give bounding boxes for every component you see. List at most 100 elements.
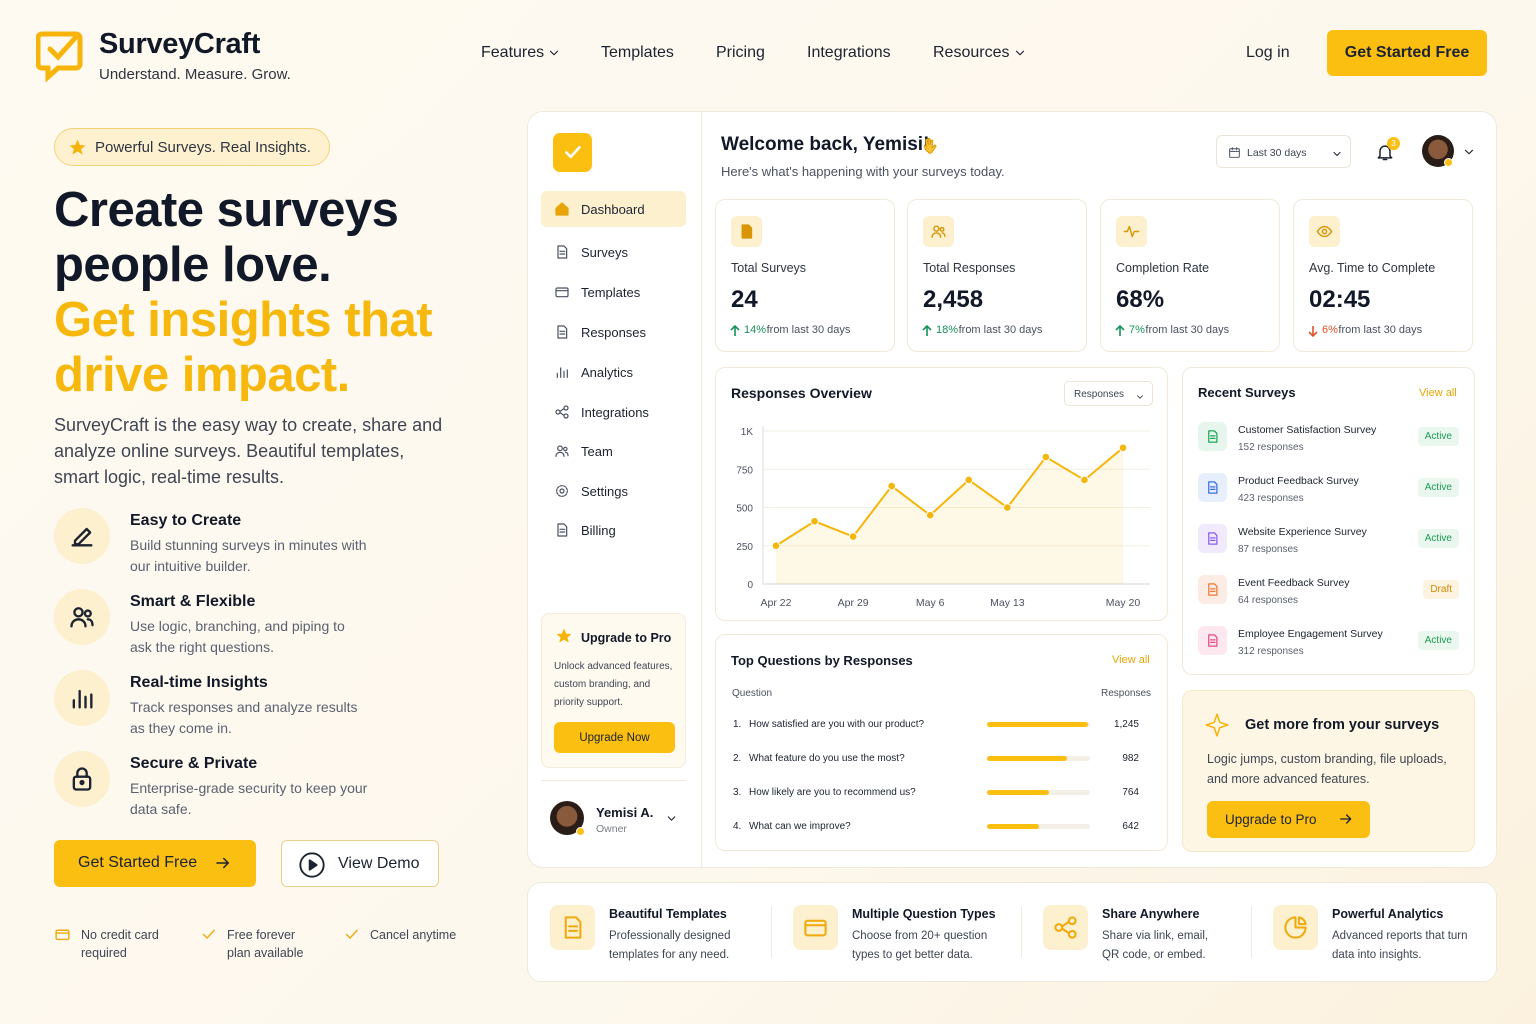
survey-name[interactable]: Website Experience Survey bbox=[1238, 526, 1367, 538]
menu-item[interactable]: Settings bbox=[581, 484, 628, 499]
icon-part bbox=[83, 609, 92, 618]
survey-status: Active bbox=[1417, 529, 1459, 548]
icon-part bbox=[555, 287, 569, 298]
feature-icon-circle bbox=[54, 589, 110, 645]
icon-part bbox=[308, 859, 318, 871]
icon-part bbox=[71, 527, 93, 547]
nav-link[interactable]: Integrations bbox=[807, 44, 891, 61]
icon-part bbox=[730, 324, 740, 336]
chart-selector[interactable]: Responses bbox=[1064, 381, 1153, 406]
question-text: How satisfied are you with our product? bbox=[749, 719, 925, 730]
survey-name[interactable]: Event Feedback Survey bbox=[1238, 577, 1350, 589]
icon-part bbox=[1333, 152, 1341, 156]
icon-part bbox=[939, 226, 945, 232]
chart-selector-text: Responses bbox=[1074, 389, 1125, 400]
icon-part bbox=[1340, 814, 1352, 824]
promo-button[interactable]: Upgrade to Pro bbox=[1207, 801, 1370, 838]
icon-part bbox=[741, 224, 753, 239]
question-rank: 1. bbox=[733, 719, 742, 730]
icon-part bbox=[1316, 225, 1333, 238]
icon-part bbox=[72, 775, 92, 791]
survey-name[interactable]: Product Feedback Survey bbox=[1238, 475, 1359, 487]
nav-link[interactable]: Resources bbox=[933, 44, 1010, 61]
nav-cta-button[interactable]: Get Started Free bbox=[1327, 30, 1487, 76]
icon-part bbox=[555, 202, 569, 216]
stat-label: Total Surveys bbox=[731, 261, 807, 275]
stat-value: 2,458 bbox=[923, 286, 984, 313]
icon bbox=[554, 284, 570, 300]
primary-button[interactable]: Get Started Free bbox=[54, 840, 256, 887]
stat-card: Avg. Time to Complete 02:45 6% from last 30… bbox=[1293, 199, 1473, 352]
icon-part bbox=[559, 528, 566, 533]
date-select[interactable]: Last 30 days bbox=[1216, 135, 1351, 168]
icon-part bbox=[1210, 435, 1216, 439]
question-bar bbox=[987, 824, 1040, 829]
icon-part bbox=[559, 330, 566, 335]
icon-part bbox=[1205, 713, 1229, 737]
icon-part bbox=[1210, 588, 1216, 592]
icon-part bbox=[1137, 395, 1143, 399]
highlight-title: Powerful Analytics bbox=[1332, 907, 1444, 921]
feature-title: Secure & Private bbox=[130, 755, 258, 772]
icon bbox=[559, 914, 586, 941]
menu-item[interactable]: Integrations bbox=[581, 405, 649, 420]
nav-link[interactable]: Templates bbox=[601, 44, 674, 61]
icon bbox=[1135, 389, 1145, 399]
survey-status: Active bbox=[1417, 427, 1459, 446]
menu-item[interactable]: Surveys bbox=[581, 245, 628, 260]
icon-part bbox=[1208, 430, 1218, 443]
menu-item[interactable]: Billing bbox=[581, 523, 616, 538]
secondary-button[interactable]: View Demo bbox=[281, 840, 439, 887]
menu-item[interactable]: Dashboard bbox=[581, 202, 645, 217]
stat-icon-box bbox=[1116, 216, 1147, 247]
trend-arrow bbox=[1114, 324, 1126, 336]
icon bbox=[738, 223, 755, 240]
survey-responses: 312 responses bbox=[1238, 646, 1304, 657]
icon-part bbox=[667, 816, 676, 821]
icon-part bbox=[1333, 152, 1341, 156]
icon-part bbox=[1061, 920, 1070, 935]
menu-item[interactable]: Responses bbox=[581, 325, 647, 340]
highlight-icon bbox=[1273, 905, 1318, 950]
hero-description: SurveyCraft is the easy way to create, s… bbox=[54, 415, 443, 487]
badge-text: Powerful Surveys. Real Insights. bbox=[95, 139, 311, 156]
questions-card: Top Questions by Responses View all Questi… bbox=[715, 634, 1168, 851]
icon-part bbox=[555, 409, 561, 415]
icon-part bbox=[1208, 634, 1218, 647]
icon-part bbox=[556, 485, 568, 497]
highlights-card bbox=[527, 882, 1497, 982]
stat-icon-box bbox=[731, 216, 762, 247]
tagline: Understand. Measure. Grow. bbox=[99, 66, 291, 83]
survey-name[interactable]: Customer Satisfaction Survey bbox=[1238, 424, 1377, 436]
question-rank: 3. bbox=[733, 787, 742, 798]
icon bbox=[54, 926, 71, 943]
icon-part bbox=[70, 140, 85, 155]
hero-highlight-line: drive impact. bbox=[54, 348, 350, 402]
nav-link[interactable]: Features bbox=[481, 44, 545, 61]
icon-part bbox=[71, 527, 93, 547]
login-link[interactable]: Log in bbox=[1246, 44, 1290, 61]
icon-part bbox=[1210, 537, 1216, 541]
menu-item[interactable]: Team bbox=[581, 444, 613, 459]
menu-item[interactable]: Analytics bbox=[581, 365, 634, 380]
recent-view-all[interactable]: View all bbox=[1419, 387, 1457, 399]
questions-view-all[interactable]: View all bbox=[1112, 654, 1150, 666]
survey-name[interactable]: Employee Engagement Survey bbox=[1238, 628, 1383, 640]
survey-status: Draft bbox=[1423, 580, 1459, 599]
survey-status: Active bbox=[1417, 478, 1459, 497]
icon-part bbox=[730, 324, 740, 336]
icon-part bbox=[565, 145, 581, 159]
icon-part bbox=[1115, 324, 1125, 336]
icon-part bbox=[1067, 929, 1077, 939]
highlight-icon bbox=[550, 905, 595, 950]
menu-item[interactable]: Templates bbox=[581, 285, 641, 300]
upgrade-button[interactable]: Upgrade Now bbox=[554, 722, 675, 753]
icon-part bbox=[565, 145, 581, 159]
icon-part bbox=[1208, 532, 1218, 545]
icon-part bbox=[79, 779, 85, 786]
hero-badge: Powerful Surveys. Real Insights. bbox=[54, 128, 330, 166]
nav-link[interactable]: Pricing bbox=[716, 44, 765, 61]
stat-value: 24 bbox=[731, 286, 758, 313]
questions-header: Responses bbox=[1101, 688, 1152, 699]
